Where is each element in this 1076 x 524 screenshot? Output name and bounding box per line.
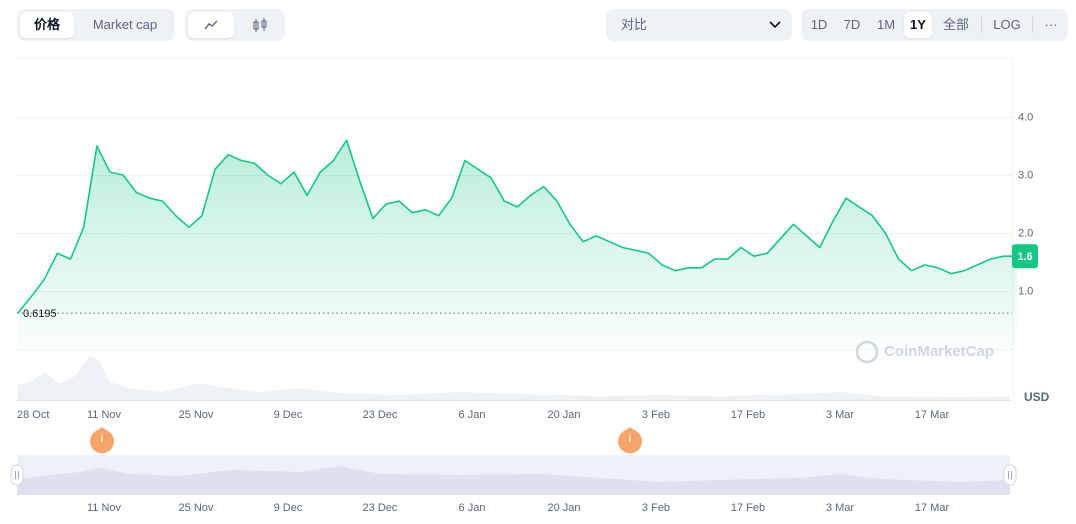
x-tick-label: 23 Dec xyxy=(363,409,398,421)
range-button[interactable]: 1M xyxy=(876,17,896,32)
event-marker xyxy=(89,427,115,454)
y-tick-label: 4.0 xyxy=(1018,111,1033,123)
event-label: i xyxy=(101,431,104,445)
market-cap-tab[interactable]: Market cap xyxy=(92,17,158,32)
navigator-label: 25 Nov xyxy=(179,502,214,514)
compare-label: 对比 xyxy=(621,17,648,32)
log-button[interactable]: LOG xyxy=(993,17,1021,32)
min-label: 0.6195 xyxy=(23,308,57,320)
candle-chart-button[interactable] xyxy=(237,12,283,38)
current-label: 1.6 xyxy=(1017,251,1032,263)
navigator-label: 3 Feb xyxy=(642,502,670,514)
chevron xyxy=(769,21,781,29)
x-tick-label: 9 Dec xyxy=(274,409,303,421)
navigator-handle-right[interactable] xyxy=(1003,464,1017,486)
compare-dropdown[interactable]: 对比 xyxy=(606,9,792,41)
x-tick-label: 17 Feb xyxy=(731,409,765,421)
more-button[interactable]: ··· xyxy=(1044,17,1058,32)
price-area xyxy=(18,140,1017,349)
x-tick-label: 3 Mar xyxy=(826,409,854,421)
x-tick-label: 20 Jan xyxy=(547,409,580,421)
navigator-handle-left[interactable] xyxy=(10,464,24,486)
range-button[interactable]: 1Y xyxy=(904,12,932,38)
x-tick-label: 3 Feb xyxy=(642,409,670,421)
navigator-label: 9 Dec xyxy=(274,502,303,514)
navigator-label: 11 Nov xyxy=(87,502,122,514)
y-tick-label: 2.0 xyxy=(1018,227,1033,239)
line-chart-button[interactable] xyxy=(188,12,234,38)
range-tabs: LOG ··· 1D 7D 1M 1Y 全部 xyxy=(801,9,1068,41)
navigator-label: 23 Dec xyxy=(363,502,398,514)
x-tick-label: 17 Mar xyxy=(915,409,950,421)
volume-area xyxy=(17,355,1010,400)
line-icon xyxy=(204,20,218,30)
x-tick-label: 25 Nov xyxy=(179,409,214,421)
navigator-label: 3 Mar xyxy=(826,502,854,514)
metric-tabs: 价格 Market cap xyxy=(17,9,175,41)
y-tick-label: 1.0 xyxy=(1018,285,1033,297)
x-tick-label: 11 Nov xyxy=(87,409,122,421)
navigator-label: 20 Jan xyxy=(547,502,580,514)
separator xyxy=(1032,17,1033,33)
range-button[interactable]: 1D xyxy=(810,17,828,32)
navigator-area xyxy=(17,466,1010,495)
range-button[interactable]: 全部 xyxy=(942,17,969,32)
navigator-label: 17 Feb xyxy=(731,502,765,514)
chart-type-tabs xyxy=(185,9,285,41)
x-tick-label: 6 Jan xyxy=(459,409,486,421)
event-marker xyxy=(618,427,642,454)
candle-icon xyxy=(253,18,267,32)
x-tick-label: 28 Oct xyxy=(17,409,49,421)
current-badge xyxy=(1012,244,1038,269)
navigator-label: 6 Jan xyxy=(459,502,486,514)
separator xyxy=(981,17,982,33)
range-button[interactable]: 7D xyxy=(843,17,861,32)
price-line xyxy=(17,139,1017,314)
navigator-label: 17 Mar xyxy=(915,502,950,514)
currency-label: USD xyxy=(1024,390,1050,404)
event-label: i xyxy=(629,431,632,445)
price-tab[interactable]: 价格 xyxy=(20,12,74,38)
y-tick-label: 3.0 xyxy=(1018,169,1033,181)
